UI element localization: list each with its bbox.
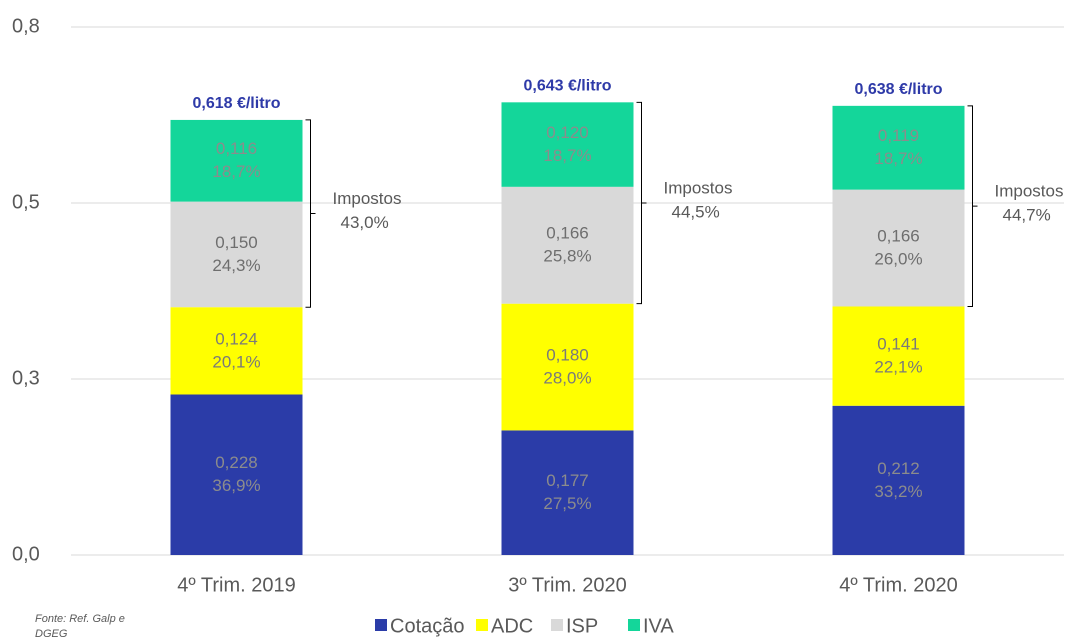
legend-swatch [476,619,488,631]
y-tick-label: 0,0 [12,543,40,565]
value-label: 0,180 [546,346,589,365]
legend-label: ADC [491,615,533,637]
legend-swatch [628,619,640,631]
tax-bracket [636,101,647,305]
y-tick-label: 0,3 [12,367,40,389]
value-label: 0,124 [215,329,258,348]
percent-label: 18,7% [874,149,922,168]
percent-label: 33,2% [874,482,922,501]
total-label: 0,643 €/litro [523,78,611,95]
tax-bracket [305,119,316,308]
value-label: 0,119 [878,126,919,145]
percent-label: 26,0% [874,250,922,269]
percent-label: 18,7% [212,162,260,181]
total-label: 0,638 €/litro [854,81,942,98]
y-tick-label: 0,8 [12,15,40,37]
tax-percent: 44,5% [672,202,720,221]
value-label: 0,120 [546,123,589,142]
value-label: 0,212 [877,459,920,478]
value-label: 0,150 [215,233,258,252]
legend-swatch [551,619,563,631]
y-tick-label: 0,5 [12,191,40,213]
bar-segment [501,102,634,187]
bar-segment [170,394,303,555]
legend-label: IVA [643,615,674,637]
legend-swatch [375,619,387,631]
tax-label: Impostos [333,189,402,208]
bar-segment [501,186,634,304]
tax-label: Impostos [995,182,1064,201]
value-label: 0,177 [546,471,589,490]
percent-label: 36,9% [212,476,260,495]
total-label: 0,618 €/litro [192,95,280,112]
bar-segment [170,119,303,202]
value-label: 0,141 [877,335,920,354]
source-note: Fonte: Ref. Galp e DGEG [35,613,125,640]
bar-segment [832,405,965,555]
percent-label: 22,1% [874,358,922,377]
x-tick-label: 4º Trim. 2020 [839,574,957,596]
tax-percent: 43,0% [341,213,389,232]
legend-label: Cotação [390,615,465,637]
bar-segment [832,105,965,190]
value-label: 0,228 [215,453,258,472]
percent-label: 24,3% [212,256,260,275]
percent-label: 28,0% [543,369,591,388]
bar-segment [832,189,965,307]
percent-label: 25,8% [543,247,591,266]
x-tick-label: 4º Trim. 2019 [177,574,295,596]
x-tick-label: 3º Trim. 2020 [508,574,626,596]
bar-segment [501,303,634,431]
bar-segment [501,430,634,555]
tax-label: Impostos [664,178,733,197]
percent-label: 18,7% [543,146,591,165]
value-label: 0,166 [877,227,920,246]
percent-label: 20,1% [212,352,260,371]
tax-percent: 44,7% [1003,206,1051,225]
bar-segment [170,307,303,395]
value-label: 0,116 [216,139,257,158]
percent-label: 27,5% [543,494,591,513]
tax-bracket [967,105,978,307]
value-label: 0,166 [546,224,589,243]
bar-segment [170,201,303,308]
bar-segment [832,306,965,406]
legend-label: ISP [566,615,598,637]
